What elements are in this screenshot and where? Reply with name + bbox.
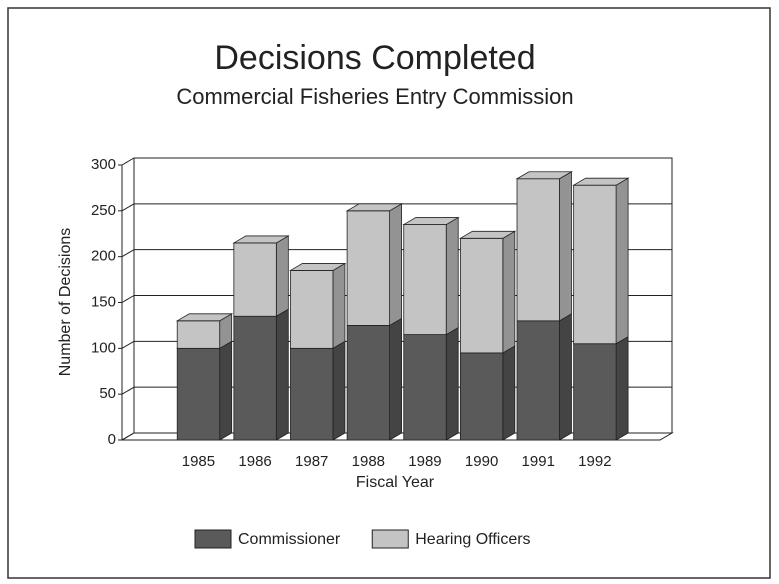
x-tick-label: 1985 [182, 453, 215, 470]
bar-side [332, 340, 346, 441]
grid-line [121, 340, 135, 349]
grid-line [121, 432, 135, 441]
bar-segment [573, 343, 617, 441]
y-tick-label: 0 [108, 431, 116, 448]
bar-segment [233, 315, 277, 441]
grid-line [121, 157, 135, 166]
x-tick-label: 1989 [408, 453, 441, 470]
x-tick-label: 1991 [522, 453, 555, 470]
legend-swatch [371, 529, 409, 549]
grid-line [121, 295, 135, 303]
bar-top [515, 171, 573, 180]
x-tick-label: 1987 [295, 453, 328, 470]
legend-label: Commissioner [238, 531, 341, 548]
bar-segment [346, 210, 390, 326]
x-tick-label: 1992 [578, 453, 611, 470]
bar-segment [516, 178, 560, 322]
bar-segment [403, 224, 447, 335]
bar-segment [176, 347, 221, 441]
x-tick-label: 1990 [465, 453, 498, 470]
bar-segment [233, 242, 277, 317]
bar-segment [573, 184, 617, 345]
bar-side [389, 203, 402, 327]
bar-side [615, 177, 629, 345]
bar-top [175, 313, 234, 322]
bar-top [402, 217, 460, 225]
bar-side [502, 345, 516, 441]
x-axis-label: Fiscal Year [356, 474, 435, 491]
bar-side [389, 317, 402, 441]
bar-top [288, 263, 347, 271]
y-tick-label: 250 [91, 202, 116, 219]
y-tick-label: 300 [91, 156, 116, 173]
chart-title: Decisions Completed [214, 39, 535, 77]
bar-side [559, 171, 572, 322]
legend-label: Hearing Officers [415, 531, 530, 548]
bar-segment [176, 320, 221, 349]
bar-side [445, 326, 459, 441]
bar-side [275, 308, 289, 441]
bar-side [219, 340, 233, 441]
bar-side [615, 336, 629, 441]
y-tick-label: 200 [91, 248, 116, 265]
bar-side [332, 262, 346, 350]
bar-segment [290, 270, 334, 349]
bar-top [232, 235, 290, 244]
bar-segment [459, 237, 504, 354]
x-tick-label: 1986 [238, 453, 271, 470]
bar-top [345, 203, 404, 212]
bar-segment [403, 334, 447, 441]
grid-line [121, 203, 135, 212]
x-tick-label: 1988 [352, 453, 385, 470]
y-tick-label: 100 [91, 339, 116, 356]
chart-subtitle: Commercial Fisheries Entry Commission [176, 84, 573, 109]
bar-side [275, 235, 289, 317]
bar-side [445, 216, 459, 336]
bar-top [572, 177, 630, 186]
bar-side [559, 313, 572, 441]
bar-segment [290, 347, 334, 441]
y-tick-label: 50 [99, 385, 116, 402]
bar-segment [459, 352, 504, 441]
grid-line [121, 386, 135, 395]
bar-top [458, 230, 517, 239]
y-tick-label: 150 [91, 293, 116, 310]
legend-swatch [194, 529, 232, 549]
y-axis-label: Number of Decisions [57, 228, 74, 377]
bar-segment [346, 325, 390, 441]
bar-side [502, 230, 516, 354]
bar-segment [516, 320, 560, 441]
grid-line [121, 249, 135, 258]
